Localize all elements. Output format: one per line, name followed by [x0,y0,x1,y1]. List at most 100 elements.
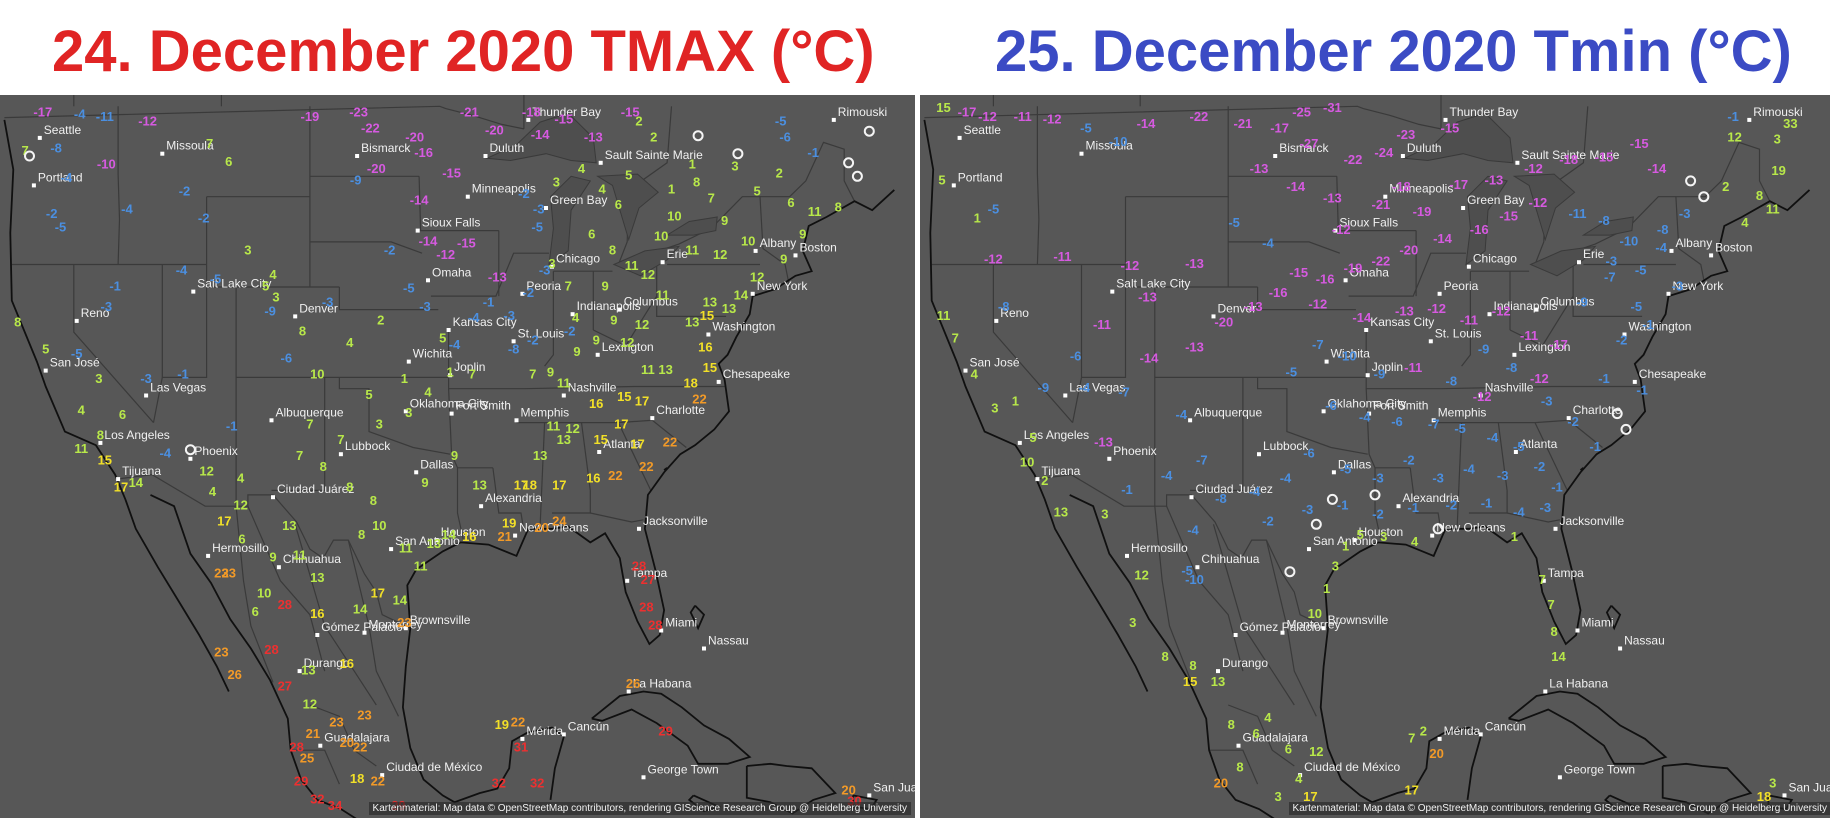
station-temperature[interactable]: -2 [518,186,530,201]
station-temperature[interactable]: 3 [95,371,102,386]
station-temperature[interactable]: -14 [1352,310,1372,325]
station-temperature[interactable]: 11 [557,376,571,391]
station-temperature[interactable]: -10 [1620,233,1639,248]
station-temperature[interactable]: 31 [514,739,528,754]
station-temperature[interactable]: 12 [303,696,317,711]
station-temperature[interactable]: -5 [1513,439,1525,454]
station-temperature[interactable]: -12 [1043,111,1062,126]
station-temperature[interactable]: -18 [1559,152,1578,167]
station-temperature[interactable]: -13 [1185,256,1204,271]
station-temperature[interactable]: 29 [294,773,308,788]
station-zero-marker[interactable] [1620,423,1632,435]
station-temperature[interactable]: -3 [533,202,545,217]
station-temperature[interactable]: 13 [557,432,571,447]
station-zero-marker[interactable] [184,444,196,456]
station-temperature[interactable]: 12 [199,464,213,479]
station-temperature[interactable]: 8 [1161,649,1168,664]
station-temperature[interactable]: -5 [1286,364,1298,379]
station-temperature[interactable]: 14 [129,475,144,490]
station-temperature[interactable]: -9 [1374,367,1386,382]
station-temperature[interactable]: 4 [78,403,86,418]
station-temperature[interactable]: -1 [1481,495,1493,510]
station-temperature[interactable]: -3 [101,299,113,314]
station-temperature[interactable]: 9 [421,475,428,490]
station-temperature[interactable]: -5 [1635,263,1647,278]
station-temperature[interactable]: 3 [731,159,738,174]
station-temperature[interactable]: 4 [1295,771,1303,786]
station-temperature[interactable]: -1 [1121,482,1133,497]
station-temperature[interactable]: 20 [1429,746,1443,761]
station-temperature[interactable]: 4 [209,484,217,499]
station-temperature[interactable]: 8 [835,199,842,214]
station-temperature[interactable]: -4 [1359,410,1371,425]
station-temperature[interactable]: 7 [1547,597,1554,612]
station-temperature[interactable]: -12 [984,251,1003,266]
station-temperature[interactable]: 8 [693,175,700,190]
station-temperature[interactable]: 4 [1264,710,1272,725]
station-temperature[interactable]: 17 [371,586,385,601]
station-temperature[interactable]: -3 [1372,471,1384,486]
station-temperature[interactable]: -12 [1524,161,1543,176]
station-temperature[interactable]: -4 [121,202,133,217]
station-temperature[interactable]: 28 [264,642,278,657]
station-temperature[interactable]: -1 [1337,498,1349,513]
station-temperature[interactable]: -13 [1094,434,1113,449]
station-temperature[interactable]: -2 [198,211,210,226]
station-temperature[interactable]: 18 [350,771,364,786]
station-temperature[interactable]: -14 [1137,116,1157,131]
station-temperature[interactable]: 15 [700,308,714,323]
station-temperature[interactable]: -8 [1215,491,1227,506]
station-temperature[interactable]: 1 [974,211,981,226]
station-temperature[interactable]: 6 [1285,742,1292,757]
station-temperature[interactable]: 10 [654,229,668,244]
station-temperature[interactable]: -6 [1325,398,1337,413]
station-temperature[interactable]: 12 [565,421,579,436]
station-temperature[interactable]: -20 [485,123,504,138]
station-temperature[interactable]: -22 [1190,109,1209,124]
station-zero-marker[interactable] [692,130,704,142]
station-zero-marker[interactable] [1611,408,1623,420]
station-temperature[interactable]: 13 [301,663,315,678]
station-temperature[interactable]: 11 [808,204,822,219]
station-temperature[interactable]: 17 [217,513,231,528]
station-temperature[interactable]: 1 [1342,538,1349,553]
station-temperature[interactable]: -8 [1657,222,1669,237]
station-temperature[interactable]: -27 [1300,136,1319,151]
station-temperature[interactable]: -1 [1598,371,1610,386]
station-temperature[interactable]: 17 [552,477,566,492]
station-temperature[interactable]: 6 [787,195,794,210]
station-temperature[interactable]: 8 [14,315,21,330]
station-temperature[interactable]: 6 [252,604,259,619]
station-temperature[interactable]: 15 [703,360,717,375]
station-temperature[interactable]: 1 [668,181,675,196]
station-temperature[interactable]: -2 [523,285,535,300]
station-temperature[interactable]: -4 [61,170,73,185]
station-temperature[interactable]: -12 [436,247,455,262]
station-temperature[interactable]: 4 [424,385,432,400]
station-temperature[interactable]: 3 [1129,615,1136,630]
station-temperature[interactable]: -10 [1109,134,1128,149]
station-temperature[interactable]: -10 [1338,349,1357,364]
station-temperature[interactable]: -7 [1196,452,1208,467]
station-temperature[interactable]: 3 [272,290,279,305]
station-temperature[interactable]: -22 [1344,152,1363,167]
station-temperature[interactable]: 3 [1380,529,1387,544]
station-zero-marker[interactable] [1432,523,1444,535]
station-temperature[interactable]: 3 [548,256,555,271]
station-temperature[interactable]: -11 [1460,312,1478,327]
station-temperature[interactable]: 13 [658,362,672,377]
station-temperature[interactable]: -21 [1372,197,1391,212]
station-temperature[interactable]: -16 [1316,272,1335,287]
station-temperature[interactable]: -18 [522,105,541,120]
station-temperature[interactable]: 7 [469,367,476,382]
station-temperature[interactable]: 12 [1309,744,1323,759]
station-temperature[interactable]: -8 [50,141,62,156]
station-temperature[interactable]: -3 [1679,206,1691,221]
station-temperature[interactable]: 24 [552,513,567,528]
station-temperature[interactable]: 9 [721,213,728,228]
station-temperature[interactable]: -4 [468,310,480,325]
station-temperature[interactable]: -12 [1332,222,1351,237]
station-temperature[interactable]: -4 [1513,504,1525,519]
station-temperature[interactable]: 3 [1274,789,1281,804]
station-temperature[interactable]: 10 [310,367,324,382]
